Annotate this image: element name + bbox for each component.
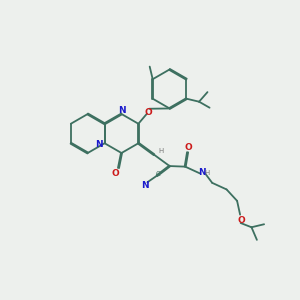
Text: O: O [237, 215, 245, 224]
Text: O: O [185, 143, 193, 152]
Text: O: O [112, 169, 119, 178]
Text: H: H [205, 169, 210, 175]
Text: O: O [144, 108, 152, 117]
Text: C: C [156, 171, 161, 177]
Text: N: N [118, 106, 125, 115]
Text: N: N [198, 168, 206, 177]
Text: N: N [95, 140, 103, 149]
Text: N: N [141, 181, 149, 190]
Text: H: H [158, 148, 163, 154]
